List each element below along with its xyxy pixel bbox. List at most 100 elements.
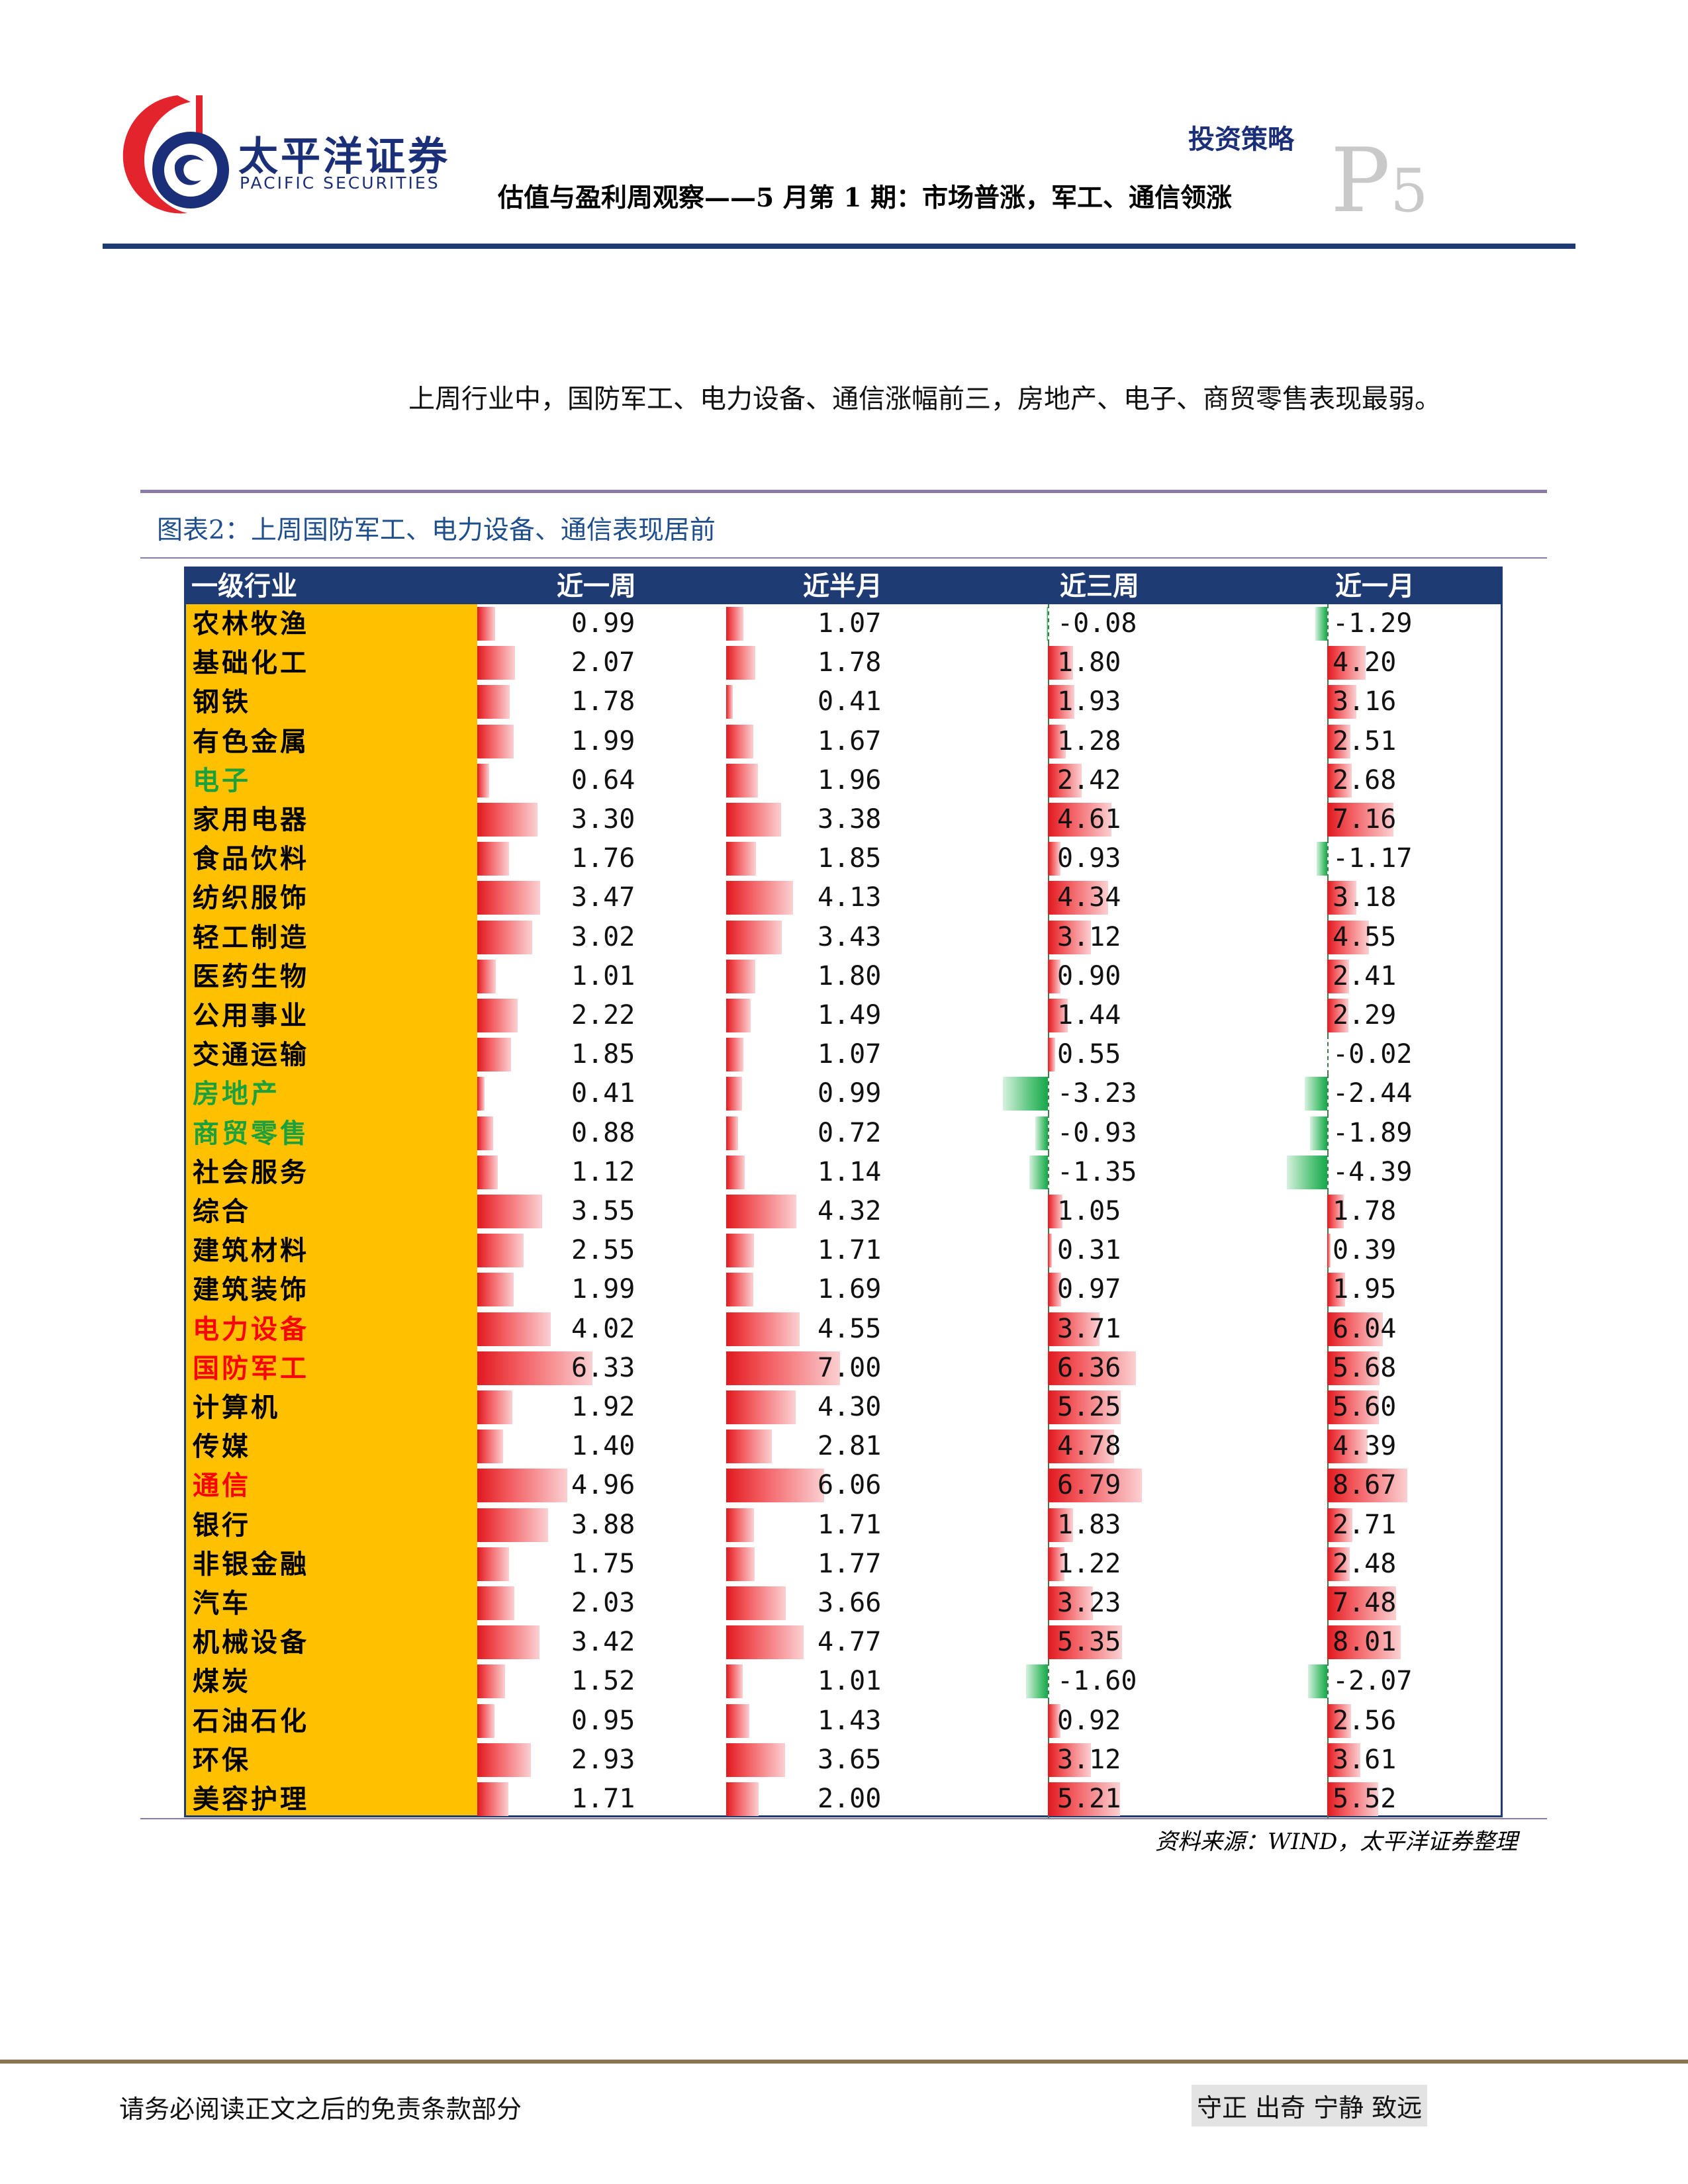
data-bar-1m	[1327, 999, 1348, 1032]
data-bar-1w	[477, 763, 489, 797]
industry-name: 建筑材料	[193, 1235, 309, 1267]
value-1m: 3.61	[1333, 1744, 1397, 1775]
value-3w: 0.93	[1057, 843, 1121, 874]
value-2w: 0.99	[818, 1078, 882, 1109]
data-bar-2w	[726, 959, 756, 993]
table-row: 农林牧渔 0.99 1.07 -0.08 -1.29	[186, 604, 1501, 644]
data-bar-1m	[1327, 1195, 1344, 1228]
value-2w: 1.67	[818, 725, 882, 756]
table-row: 社会服务 1.12 1.14 -1.35 -4.39	[186, 1152, 1501, 1192]
value-1w: 3.88	[571, 1509, 635, 1540]
data-bar-1w	[477, 842, 510, 876]
data-bar-1m	[1327, 763, 1352, 797]
zero-axis	[1048, 604, 1049, 644]
data-bar-1m	[1327, 1782, 1378, 1816]
data-bar-2w	[726, 1782, 759, 1816]
data-bar-3w	[1048, 763, 1082, 797]
data-bar-3w	[1048, 1038, 1056, 1072]
value-3w: -1.35	[1057, 1156, 1137, 1187]
value-3w: 6.36	[1057, 1352, 1121, 1383]
data-bar-3w	[1048, 920, 1092, 954]
value-2w: 1.43	[818, 1705, 882, 1736]
value-3w: 3.12	[1057, 921, 1121, 952]
data-bar-2w	[726, 803, 781, 837]
value-1w: 1.76	[571, 843, 635, 874]
industry-name: 美容护理	[193, 1784, 309, 1815]
data-bar-1m	[1315, 607, 1327, 641]
table-row: 食品饮料 1.76 1.85 0.93 -1.17	[186, 839, 1501, 879]
data-bar-2w	[726, 842, 757, 876]
data-bar-2w	[726, 1625, 804, 1660]
value-2w: 3.65	[818, 1744, 882, 1775]
value-1w: 1.85	[571, 1039, 635, 1070]
data-bar-1m	[1305, 1077, 1327, 1111]
value-3w: -3.23	[1057, 1078, 1137, 1109]
value-3w: 1.83	[1057, 1509, 1121, 1540]
data-bar-1m	[1327, 1469, 1407, 1503]
zero-axis	[1327, 1035, 1329, 1075]
data-bar-1m	[1327, 1743, 1361, 1777]
industry-name: 有色金属	[193, 725, 309, 757]
data-bar-1w	[477, 1508, 548, 1542]
header-1w: 近一周	[557, 570, 636, 602]
value-2w: 1.78	[818, 647, 882, 678]
zero-axis	[1048, 1152, 1049, 1192]
data-bar-1m	[1327, 1273, 1346, 1307]
data-bar-1m	[1286, 1155, 1327, 1189]
value-1w: 0.41	[571, 1078, 635, 1109]
brand-name-en: PACIFIC SECURITIES	[240, 173, 440, 193]
industry-name: 基础化工	[193, 647, 309, 679]
value-3w: 2.42	[1057, 764, 1121, 796]
data-bar-3w	[1048, 1312, 1100, 1346]
data-bar-1m	[1327, 646, 1366, 680]
value-2w: 1.96	[818, 764, 882, 796]
data-bar-3w	[1048, 959, 1060, 993]
industry-name: 商贸零售	[193, 1117, 309, 1149]
value-2w: 1.07	[818, 608, 882, 639]
table-row: 纺织服饰 3.47 4.13 4.34 3.18	[186, 878, 1501, 918]
value-1m: 5.52	[1333, 1784, 1397, 1814]
industry-name: 银行	[193, 1509, 251, 1541]
value-2w: 3.66	[818, 1588, 882, 1618]
table-row: 银行 3.88 1.71 1.83 2.71	[186, 1505, 1501, 1545]
value-1m: -1.29	[1333, 608, 1413, 639]
table-row: 美容护理 1.71 2.00 5.21 5.52	[186, 1780, 1501, 1819]
value-3w: 0.92	[1057, 1705, 1121, 1736]
data-bar-3w	[1048, 1586, 1093, 1620]
data-bar-1w	[477, 1625, 540, 1660]
data-bar-1w	[477, 1469, 568, 1503]
data-bar-3w	[1048, 1430, 1114, 1464]
value-2w: 1.71	[818, 1235, 882, 1266]
value-1w: 1.99	[571, 725, 635, 756]
data-bar-1w	[477, 1743, 531, 1777]
data-bar-1m	[1327, 685, 1356, 719]
data-bar-3w	[1048, 724, 1066, 758]
value-1m: -1.89	[1333, 1117, 1413, 1148]
industry-name: 社会服务	[193, 1156, 309, 1188]
data-bar-3w	[1048, 881, 1108, 915]
data-bar-1m	[1327, 1234, 1331, 1268]
data-bar-2w	[726, 1547, 755, 1581]
table-row: 房地产 0.41 0.99 -3.23 -2.44	[186, 1074, 1501, 1114]
value-1m: -0.02	[1333, 1039, 1413, 1070]
data-bar-1m	[1308, 1664, 1327, 1699]
industry-name: 环保	[193, 1744, 251, 1776]
data-bar-2w	[726, 1704, 750, 1738]
report-title: 估值与盈利周观察——5 月第 1 期：市场普涨，军工、通信领涨	[498, 183, 1233, 213]
data-bar-1w	[477, 1664, 505, 1699]
industry-name: 国防军工	[193, 1352, 309, 1384]
table-row: 非银金融 1.75 1.77 1.22 2.48	[186, 1544, 1501, 1584]
data-bar-1m	[1327, 959, 1350, 993]
value-1m: -2.07	[1333, 1666, 1413, 1697]
industry-name: 家用电器	[193, 804, 309, 835]
data-bar-2w	[726, 920, 782, 954]
industry-name: 机械设备	[193, 1627, 309, 1659]
figure-caption: 图表2：上周国防军工、电力设备、通信表现居前	[157, 516, 716, 545]
zero-axis	[1327, 1662, 1329, 1702]
table-row: 石油石化 0.95 1.43 0.92 2.56	[186, 1701, 1501, 1741]
data-bar-2w	[726, 1195, 796, 1228]
value-1m: 3.16	[1333, 686, 1397, 717]
value-1m: 1.95	[1333, 1274, 1397, 1305]
data-bar-2w	[726, 1743, 786, 1777]
data-bar-1m	[1327, 1390, 1379, 1424]
